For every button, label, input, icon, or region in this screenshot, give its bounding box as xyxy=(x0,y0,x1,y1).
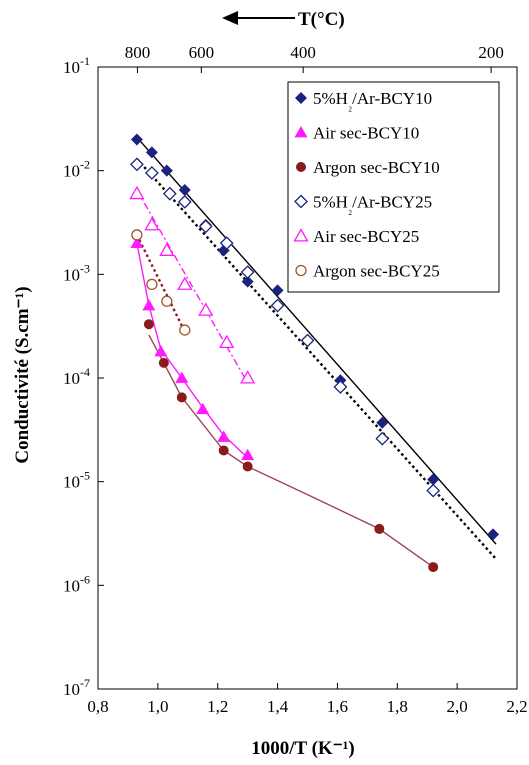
data-point xyxy=(487,528,500,541)
y-tick-label: 10-6 xyxy=(63,572,90,595)
data-point xyxy=(300,333,315,348)
legend-marker xyxy=(296,162,306,172)
data-point xyxy=(177,194,192,209)
legend-marker xyxy=(294,194,308,209)
data-point xyxy=(375,431,390,446)
legend-marker xyxy=(295,92,307,104)
data-point xyxy=(241,448,255,461)
data-point xyxy=(162,186,177,201)
legend: 5%H₂/Ar-BCY10 Air sec-BCY10 Argon sec-BCY1… xyxy=(287,81,500,293)
data-point xyxy=(428,562,439,573)
top-tick-label: 800 xyxy=(125,43,151,62)
data-point xyxy=(159,242,175,256)
fit-line xyxy=(136,136,497,545)
x-axis-title: 1000/T (K⁻¹) xyxy=(251,738,355,759)
x-tick-label: 2,0 xyxy=(447,697,468,716)
data-point xyxy=(154,345,168,357)
top-tick-label: 600 xyxy=(189,43,215,62)
data-point xyxy=(198,219,213,234)
y-tick-label: 10-3 xyxy=(63,261,90,284)
data-point xyxy=(218,445,229,456)
legend-label: Argon sec-BCY25 xyxy=(313,262,440,281)
data-point xyxy=(271,284,284,297)
data-point xyxy=(374,523,385,534)
data-point xyxy=(196,402,210,415)
data-point xyxy=(175,371,189,383)
y-tick-label: 10-2 xyxy=(63,158,90,181)
fit-line xyxy=(148,334,434,568)
y-tick-label: 10-1 xyxy=(63,54,90,77)
y-tick-label: 10-4 xyxy=(63,365,90,388)
data-point xyxy=(240,370,256,384)
data-point xyxy=(217,430,231,442)
fit-line xyxy=(136,189,249,384)
data-point xyxy=(145,146,158,159)
legend-label: Argon sec-BCY10 xyxy=(313,158,440,177)
legend-marker xyxy=(293,228,309,242)
legend-marker xyxy=(295,264,307,277)
data-point xyxy=(129,185,145,200)
data-point xyxy=(219,236,234,251)
data-point xyxy=(161,295,173,307)
data-point xyxy=(130,236,144,249)
data-point xyxy=(179,324,191,336)
data-point xyxy=(130,133,143,146)
x-tick-label: 1,0 xyxy=(147,697,168,716)
x-tick-label: 1,4 xyxy=(267,697,289,716)
fit-line xyxy=(135,234,186,333)
data-points xyxy=(129,133,500,573)
data-point xyxy=(178,184,191,197)
legend-label: Air sec-BCY25 xyxy=(313,227,419,246)
data-point xyxy=(160,164,173,177)
data-point xyxy=(240,265,255,280)
data-point xyxy=(142,299,156,311)
x-tick-label: 1,6 xyxy=(327,697,348,716)
data-point xyxy=(219,334,235,349)
data-point xyxy=(198,302,214,316)
data-point xyxy=(177,276,193,290)
data-point xyxy=(270,298,285,313)
legend-label: 5%H₂/Ar-BCY10 xyxy=(313,89,432,112)
top-axis-arrow-head xyxy=(222,11,238,25)
y-tick-label: 10-7 xyxy=(63,676,90,699)
data-point xyxy=(242,461,253,472)
legend-box xyxy=(287,81,500,293)
data-point xyxy=(129,157,144,172)
data-point xyxy=(333,380,348,394)
x-tick-label: 1,2 xyxy=(207,697,228,716)
data-point xyxy=(376,416,389,429)
data-point xyxy=(143,319,154,330)
data-point xyxy=(427,473,440,486)
top-axis: T(°C) xyxy=(222,9,345,30)
legend-label: 5%H₂/Ar-BCY25 xyxy=(313,193,432,216)
data-point xyxy=(241,275,254,288)
legend-marker xyxy=(294,126,308,138)
y-axis-title: Conductivité (S.cm⁻¹) xyxy=(12,286,33,463)
data-point xyxy=(131,229,143,241)
top-tick-label: 200 xyxy=(478,43,504,62)
data-point xyxy=(426,483,441,498)
data-point xyxy=(144,217,160,231)
ticks: 0,8 1,0 1,2 1,4 1,6 1,8 2,0 2,2 10-1 10-2 10-3 10-4… xyxy=(63,43,528,716)
top-axis-title: T(°C) xyxy=(298,9,345,30)
legend-label: Air sec-BCY10 xyxy=(313,124,419,143)
data-point xyxy=(176,392,187,403)
data-point xyxy=(144,166,159,180)
top-tick-label: 400 xyxy=(290,43,316,62)
x-tick-label: 1,8 xyxy=(387,697,408,716)
x-tick-label: 2,2 xyxy=(506,697,527,716)
y-tick-label: 10-5 xyxy=(63,469,90,492)
data-point xyxy=(158,357,169,368)
data-point xyxy=(146,278,158,291)
x-tick-label: 0,8 xyxy=(87,697,108,716)
